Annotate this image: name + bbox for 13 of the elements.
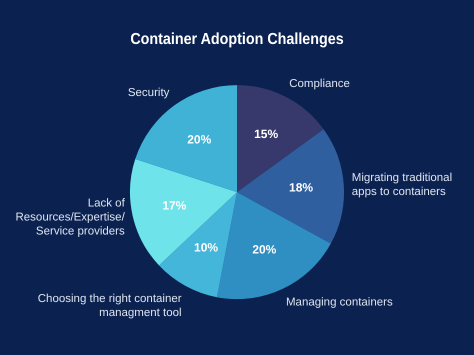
data-label: 20%: [252, 242, 277, 256]
data-label: 17%: [162, 198, 187, 212]
slice-label: Managing containers: [286, 296, 393, 308]
slice-label: Lack of Resources/Expertise/ Service providers: [15, 197, 126, 238]
data-label: 15%: [254, 127, 278, 142]
data-label: 10%: [194, 240, 218, 255]
slice-label: Security: [128, 87, 170, 100]
chart-title: Container Adoption Challenges: [130, 30, 344, 48]
data-label: 18%: [289, 180, 314, 194]
slice-label: Migrating traditional apps to containers: [352, 172, 452, 198]
slice-label: Compliance: [289, 78, 350, 90]
data-label: 20%: [187, 132, 212, 146]
slice-label: Choosing the right container managment tool: [38, 293, 182, 320]
